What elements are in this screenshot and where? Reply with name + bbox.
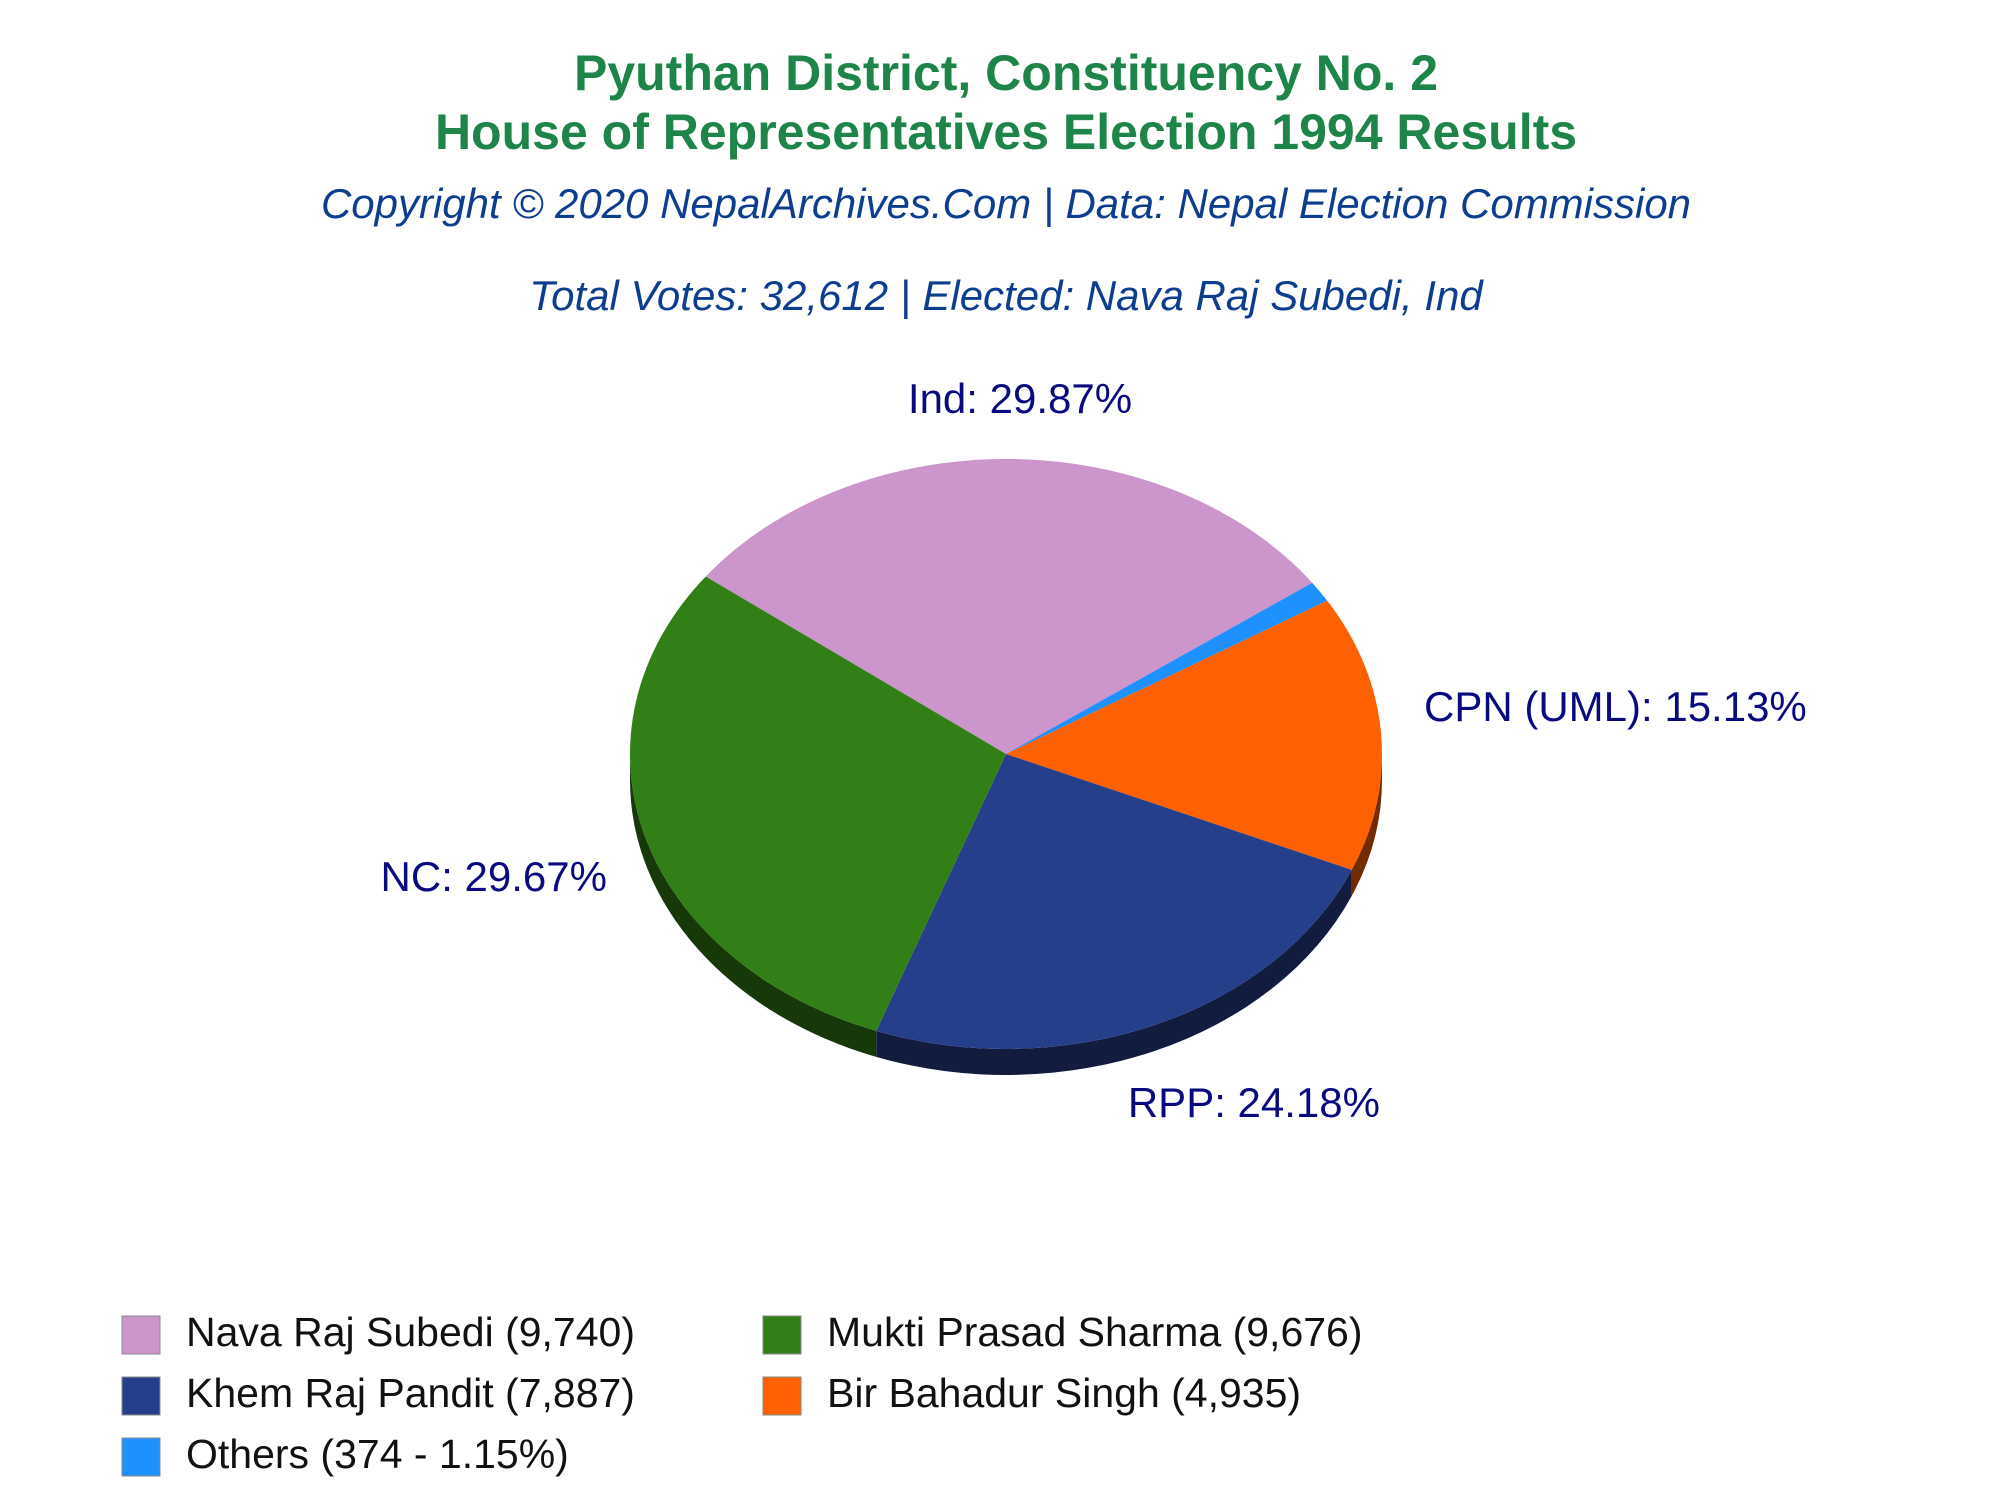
summary: Total Votes: 32,612 | Elected: Nava Raj …	[529, 272, 1484, 320]
slice-label: RPP: 24.18%	[1128, 1079, 1380, 1126]
legend-swatch	[121, 1437, 161, 1477]
slice	[876, 754, 1352, 1049]
slice	[1006, 582, 1328, 754]
copyright: Copyright © 2020 NepalArchives.Com | Dat…	[321, 180, 1691, 228]
chart-subtitle: House of Representatives Election 1994 R…	[435, 104, 1577, 160]
legend-label: Khem Raj Pandit (7,887)	[186, 1370, 635, 1416]
slice-side	[1351, 754, 1382, 896]
legend-label: Others (374 - 1.15%)	[186, 1431, 569, 1477]
slice	[1006, 600, 1382, 870]
slice-side	[876, 869, 1352, 1075]
chart-title: Pyuthan District, Constituency No. 2	[574, 45, 1438, 101]
slice	[629, 576, 1006, 1031]
slice	[705, 459, 1313, 754]
legend-label: Bir Bahadur Singh (4,935)	[827, 1370, 1301, 1416]
legend-swatch	[762, 1315, 802, 1355]
legend-label: Mukti Prasad Sharma (9,676)	[827, 1309, 1363, 1355]
slice-label: CPN (UML): 15.13%	[1424, 683, 1807, 730]
slice-label: NC: 29.67%	[381, 853, 607, 900]
slice-side	[630, 754, 877, 1057]
legend-label: Nava Raj Subedi (9,740)	[186, 1309, 635, 1355]
legend-swatch	[121, 1376, 161, 1416]
legend-swatch	[762, 1376, 802, 1416]
legend-swatch	[121, 1315, 161, 1355]
slice-label: Ind: 29.87%	[908, 375, 1132, 422]
